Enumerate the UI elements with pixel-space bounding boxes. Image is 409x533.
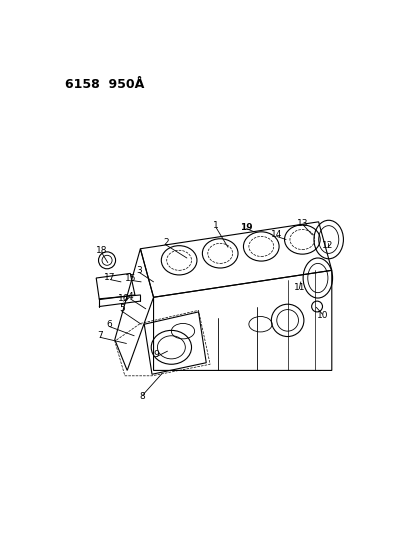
Text: 5: 5 <box>119 304 124 313</box>
Text: 13: 13 <box>297 219 308 228</box>
Text: 1: 1 <box>213 221 219 230</box>
Text: 7: 7 <box>97 330 103 340</box>
Text: 18: 18 <box>96 246 107 255</box>
Text: 3: 3 <box>136 266 142 275</box>
Text: 11: 11 <box>293 283 304 292</box>
Text: 9: 9 <box>153 350 159 359</box>
Text: 16: 16 <box>117 294 129 303</box>
Text: 14: 14 <box>270 230 282 239</box>
Text: 2: 2 <box>163 238 169 247</box>
Text: 4: 4 <box>127 292 133 301</box>
Text: 10: 10 <box>316 311 328 320</box>
Text: 15: 15 <box>125 273 137 282</box>
Text: 17: 17 <box>104 273 116 282</box>
Text: 6: 6 <box>106 320 112 329</box>
Text: 12: 12 <box>321 241 333 250</box>
Text: 19: 19 <box>240 223 252 232</box>
Text: 6158  950Å: 6158 950Å <box>65 78 144 91</box>
Text: 8: 8 <box>139 392 145 401</box>
